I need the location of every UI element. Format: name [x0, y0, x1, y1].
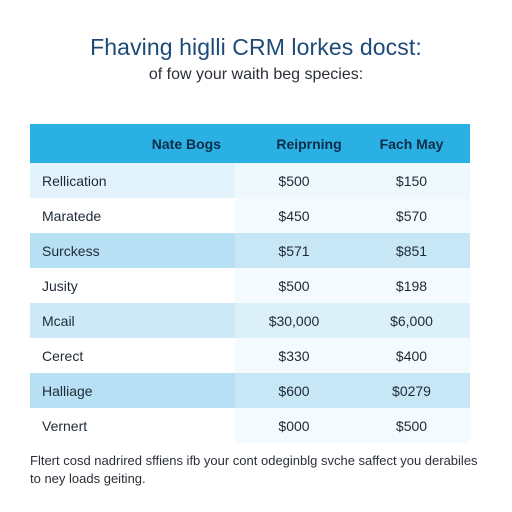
- table-row: Rellication $500 $150: [30, 163, 470, 198]
- table-header-row: Nate Bogs Reiprning Fach May: [30, 124, 470, 163]
- table-row: Maratede $450 $570: [30, 198, 470, 233]
- row-label: Vernert: [30, 408, 235, 443]
- row-label: Cerect: [30, 338, 235, 373]
- row-label: Maratede: [30, 198, 235, 233]
- row-value-col2: $198: [353, 268, 470, 303]
- pricing-table: Nate Bogs Reiprning Fach May Rellication…: [30, 124, 470, 443]
- row-label: Mcail: [30, 303, 235, 338]
- page-subtitle: of fow your waith beg species:: [148, 66, 364, 83]
- footer-note: Fltert cosd nadrired sffiens ifb your co…: [30, 453, 478, 486]
- row-value-col1: $000: [235, 408, 353, 443]
- row-value-col1: $450: [235, 198, 353, 233]
- row-value-col1: $500: [235, 268, 353, 303]
- table-row: Surckess $571 $851: [30, 233, 470, 268]
- header-cell-col2: Fach May: [379, 135, 444, 152]
- row-label: Rellication: [30, 163, 235, 198]
- row-label: Halliage: [30, 373, 235, 408]
- row-value-col2: $500: [353, 408, 470, 443]
- row-value-col1: $30,000: [235, 303, 353, 338]
- header-cell-name: Nate Bogs: [151, 135, 221, 152]
- row-value-col1: $571: [235, 233, 353, 268]
- table-row: Mcail $30,000 $6,000: [30, 303, 470, 338]
- row-value-col2: $6,000: [353, 303, 470, 338]
- row-label: Surckess: [30, 233, 235, 268]
- table-row: Halliage $600 $0279: [30, 373, 470, 408]
- table-row: Jusity $500 $198: [30, 268, 470, 303]
- row-value-col2: $400: [353, 338, 470, 373]
- row-value-col2: $851: [353, 233, 470, 268]
- row-value-col2: $150: [353, 163, 470, 198]
- row-value-col2: $570: [353, 198, 470, 233]
- table-row: Vernert $000 $500: [30, 408, 470, 443]
- row-value-col2: $0279: [353, 373, 470, 408]
- page-title: Fhaving higlli CRM lorkes docst:: [90, 34, 422, 60]
- row-value-col1: $500: [235, 163, 353, 198]
- row-value-col1: $600: [235, 373, 353, 408]
- row-label: Jusity: [30, 268, 235, 303]
- table-row: Cerect $330 $400: [30, 338, 470, 373]
- header-cell-col1: Reiprning: [276, 135, 342, 152]
- row-value-col1: $330: [235, 338, 353, 373]
